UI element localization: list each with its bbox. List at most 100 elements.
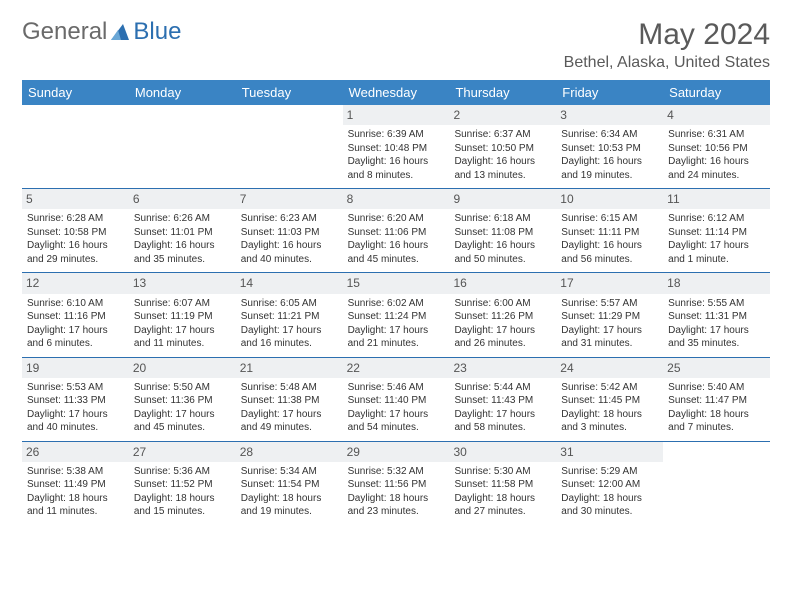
- cell-daylight1: Daylight: 17 hours: [134, 324, 231, 338]
- cell-daylight2: and 6 minutes.: [27, 337, 124, 351]
- day-number: 30: [449, 442, 556, 462]
- cell-sunrise: Sunrise: 5:38 AM: [27, 465, 124, 479]
- calendar-cell: [236, 105, 343, 188]
- day-number: 27: [129, 442, 236, 462]
- cell-sunset: Sunset: 11:06 PM: [348, 226, 445, 240]
- day-number: 8: [343, 189, 450, 209]
- day-number: 26: [22, 442, 129, 462]
- cell-daylight1: Daylight: 17 hours: [454, 324, 551, 338]
- day-number: 15: [343, 273, 450, 293]
- cell-sunset: Sunset: 11:38 PM: [241, 394, 338, 408]
- cell-sunset: Sunset: 11:26 PM: [454, 310, 551, 324]
- day-number: 31: [556, 442, 663, 462]
- cell-sunrise: Sunrise: 6:37 AM: [454, 128, 551, 142]
- cell-daylight1: Daylight: 16 hours: [454, 155, 551, 169]
- day-number: 21: [236, 358, 343, 378]
- cell-sunset: Sunset: 11:47 PM: [668, 394, 765, 408]
- calendar-row: 26Sunrise: 5:38 AMSunset: 11:49 PMDaylig…: [22, 441, 770, 525]
- cell-daylight2: and 58 minutes.: [454, 421, 551, 435]
- cell-sunset: Sunset: 10:50 PM: [454, 142, 551, 156]
- day-number: 11: [663, 189, 770, 209]
- cell-sunrise: Sunrise: 6:07 AM: [134, 297, 231, 311]
- cell-sunrise: Sunrise: 6:10 AM: [27, 297, 124, 311]
- cell-sunrise: Sunrise: 6:18 AM: [454, 212, 551, 226]
- cell-sunrise: Sunrise: 6:15 AM: [561, 212, 658, 226]
- cell-daylight1: Daylight: 17 hours: [348, 324, 445, 338]
- calendar-cell: 11Sunrise: 6:12 AMSunset: 11:14 PMDaylig…: [663, 189, 770, 272]
- cell-daylight2: and 30 minutes.: [561, 505, 658, 519]
- calendar-cell: 28Sunrise: 5:34 AMSunset: 11:54 PMDaylig…: [236, 442, 343, 525]
- cell-daylight1: Daylight: 16 hours: [241, 239, 338, 253]
- cell-sunrise: Sunrise: 5:53 AM: [27, 381, 124, 395]
- weekday-sunday: Sunday: [22, 80, 129, 105]
- cell-daylight1: Daylight: 17 hours: [561, 324, 658, 338]
- day-number: 7: [236, 189, 343, 209]
- cell-daylight2: and 15 minutes.: [134, 505, 231, 519]
- cell-daylight1: Daylight: 18 hours: [668, 408, 765, 422]
- cell-daylight1: Daylight: 16 hours: [27, 239, 124, 253]
- cell-sunset: Sunset: 11:11 PM: [561, 226, 658, 240]
- logo-text-blue: Blue: [133, 18, 181, 46]
- calendar-cell: 21Sunrise: 5:48 AMSunset: 11:38 PMDaylig…: [236, 358, 343, 441]
- cell-sunset: Sunset: 11:19 PM: [134, 310, 231, 324]
- calendar-row: 5Sunrise: 6:28 AMSunset: 10:58 PMDayligh…: [22, 188, 770, 272]
- calendar-cell: [22, 105, 129, 188]
- day-number: 2: [449, 105, 556, 125]
- calendar-cell: 6Sunrise: 6:26 AMSunset: 11:01 PMDayligh…: [129, 189, 236, 272]
- cell-sunrise: Sunrise: 5:44 AM: [454, 381, 551, 395]
- day-number: 22: [343, 358, 450, 378]
- weekday-tuesday: Tuesday: [236, 80, 343, 105]
- cell-daylight2: and 23 minutes.: [348, 505, 445, 519]
- cell-sunrise: Sunrise: 5:29 AM: [561, 465, 658, 479]
- logo-text-general: General: [22, 18, 107, 46]
- cell-daylight1: Daylight: 17 hours: [668, 239, 765, 253]
- calendar-cell: 18Sunrise: 5:55 AMSunset: 11:31 PMDaylig…: [663, 273, 770, 356]
- day-number: 6: [129, 189, 236, 209]
- cell-daylight1: Daylight: 18 hours: [348, 492, 445, 506]
- cell-sunrise: Sunrise: 5:55 AM: [668, 297, 765, 311]
- cell-daylight1: Daylight: 16 hours: [561, 155, 658, 169]
- cell-sunset: Sunset: 11:29 PM: [561, 310, 658, 324]
- cell-sunset: Sunset: 11:40 PM: [348, 394, 445, 408]
- cell-sunset: Sunset: 10:48 PM: [348, 142, 445, 156]
- calendar-cell: 3Sunrise: 6:34 AMSunset: 10:53 PMDayligh…: [556, 105, 663, 188]
- cell-daylight2: and 35 minutes.: [134, 253, 231, 267]
- cell-daylight1: Daylight: 17 hours: [27, 408, 124, 422]
- cell-daylight1: Daylight: 18 hours: [561, 492, 658, 506]
- cell-sunset: Sunset: 10:53 PM: [561, 142, 658, 156]
- weekday-friday: Friday: [556, 80, 663, 105]
- day-number: 4: [663, 105, 770, 125]
- calendar-cell: 25Sunrise: 5:40 AMSunset: 11:47 PMDaylig…: [663, 358, 770, 441]
- calendar-cell: 12Sunrise: 6:10 AMSunset: 11:16 PMDaylig…: [22, 273, 129, 356]
- day-number: 10: [556, 189, 663, 209]
- day-number: 12: [22, 273, 129, 293]
- cell-sunrise: Sunrise: 5:30 AM: [454, 465, 551, 479]
- calendar-cell: 7Sunrise: 6:23 AMSunset: 11:03 PMDayligh…: [236, 189, 343, 272]
- cell-daylight1: Daylight: 17 hours: [668, 324, 765, 338]
- calendar-cell: 23Sunrise: 5:44 AMSunset: 11:43 PMDaylig…: [449, 358, 556, 441]
- day-number: 20: [129, 358, 236, 378]
- cell-sunset: Sunset: 11:54 PM: [241, 478, 338, 492]
- cell-sunset: Sunset: 11:52 PM: [134, 478, 231, 492]
- cell-sunset: Sunset: 11:31 PM: [668, 310, 765, 324]
- cell-daylight1: Daylight: 18 hours: [561, 408, 658, 422]
- calendar-cell: [129, 105, 236, 188]
- cell-sunset: Sunset: 11:21 PM: [241, 310, 338, 324]
- cell-sunset: Sunset: 11:08 PM: [454, 226, 551, 240]
- cell-sunrise: Sunrise: 6:28 AM: [27, 212, 124, 226]
- cell-sunrise: Sunrise: 6:05 AM: [241, 297, 338, 311]
- cell-sunrise: Sunrise: 5:50 AM: [134, 381, 231, 395]
- calendar-cell: 5Sunrise: 6:28 AMSunset: 10:58 PMDayligh…: [22, 189, 129, 272]
- cell-daylight2: and 8 minutes.: [348, 169, 445, 183]
- calendar-cell: 16Sunrise: 6:00 AMSunset: 11:26 PMDaylig…: [449, 273, 556, 356]
- cell-sunrise: Sunrise: 5:42 AM: [561, 381, 658, 395]
- month-title: May 2024: [564, 18, 770, 52]
- cell-daylight2: and 27 minutes.: [454, 505, 551, 519]
- day-number: 29: [343, 442, 450, 462]
- cell-daylight1: Daylight: 18 hours: [134, 492, 231, 506]
- day-number: 24: [556, 358, 663, 378]
- cell-daylight2: and 1 minute.: [668, 253, 765, 267]
- cell-daylight1: Daylight: 16 hours: [348, 155, 445, 169]
- cell-daylight1: Daylight: 17 hours: [134, 408, 231, 422]
- day-number: 13: [129, 273, 236, 293]
